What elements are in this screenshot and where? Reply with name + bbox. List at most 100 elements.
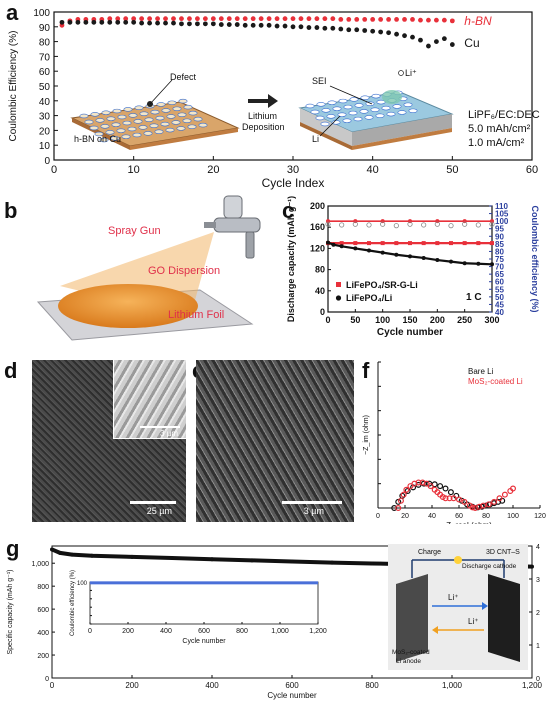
go-dispersion-film	[58, 284, 198, 328]
x-tick-label-c: 150	[402, 315, 417, 325]
x-tick-label-c: 250	[457, 315, 472, 325]
hexagon-cell	[349, 97, 359, 102]
data-point-cu	[434, 39, 439, 44]
data-point-cu	[202, 21, 208, 27]
y2-tick-label-g: 0	[536, 676, 540, 683]
y-tick-label-a: 30	[39, 112, 51, 123]
hexagon-cell	[155, 115, 165, 121]
data-point-f	[442, 495, 449, 502]
legend-hbn: h-BN	[464, 14, 492, 28]
hexagon-cell	[198, 122, 208, 128]
data-point-f	[427, 483, 434, 490]
anode-label-1: MoS₂-coated	[392, 649, 430, 656]
hexagon-cell	[90, 112, 100, 117]
x-tick-label-g: 200	[125, 681, 139, 690]
data-point-hbn	[226, 16, 232, 22]
y2-tick-label-c: 60	[495, 278, 504, 287]
hexagon-cell	[127, 126, 137, 132]
data-point-cu	[139, 20, 145, 26]
chart-c: 0 50 100 150 200 250 3000408012016020040455055…	[286, 196, 540, 338]
hexagon-cell	[348, 110, 358, 116]
hexagon-cell	[381, 105, 391, 111]
hexagon-cell	[89, 125, 99, 131]
data-point-cu	[266, 22, 272, 28]
scale-bar-e	[282, 501, 342, 504]
data-point-hbn	[274, 16, 280, 22]
data-point-cu	[322, 25, 328, 31]
x-tick-label-a: 20	[207, 164, 219, 176]
hexagon-cell	[128, 113, 138, 118]
charge-label: Charge	[418, 549, 441, 556]
data-point-c	[366, 222, 372, 228]
hexagon-cell	[94, 131, 104, 137]
y-tick-label-a: 60	[39, 67, 51, 78]
data-point-f	[485, 501, 492, 508]
data-point-hbn	[378, 17, 384, 22]
inset-x-title: Cycle number	[182, 638, 226, 645]
hexagon-cell	[327, 100, 337, 105]
hexagon-cell	[371, 93, 381, 99]
data-point-cu	[59, 19, 65, 25]
y2-tick-label-g: 1	[536, 643, 540, 650]
data-point-cu	[210, 21, 216, 27]
hexagon-cell	[353, 116, 363, 122]
data-point-hbn	[426, 17, 431, 23]
data-point-cu	[370, 28, 376, 34]
data-point-g	[130, 554, 134, 559]
hexagon-cell	[156, 102, 166, 107]
li-ion-label: Li⁺	[405, 68, 417, 78]
data-point-f	[501, 491, 508, 498]
data-point-f	[437, 483, 444, 490]
cathode-label-1: 3D CNT–S	[486, 549, 520, 556]
data-point-hbn	[187, 16, 192, 22]
legend-marker-li	[335, 295, 342, 301]
data-point-g	[250, 558, 254, 563]
panel-e: e 3 µm	[188, 352, 358, 524]
y-tick-label-c: 120	[310, 243, 325, 253]
hexagon-cell	[332, 106, 342, 111]
data-point-hbn	[107, 16, 113, 22]
data-point-hbn	[402, 17, 407, 22]
data-point-hbn	[234, 16, 240, 22]
data-point-c	[339, 222, 345, 228]
hexagon-cell	[178, 98, 188, 104]
y-axis-title-g: Specific capacity (mAh g⁻¹)	[7, 570, 14, 655]
hexagon-cell	[326, 114, 336, 119]
data-point-c	[421, 222, 427, 228]
data-point-cu	[91, 19, 97, 25]
data-point-cu	[75, 19, 81, 25]
data-point-cu	[218, 22, 224, 27]
data-point-hbn	[338, 17, 344, 22]
hexagon-cell	[359, 109, 369, 114]
data-point-hbn	[298, 16, 304, 22]
data-point-cu	[123, 19, 129, 25]
data-point-cu	[67, 19, 73, 25]
hexagon-cell	[117, 114, 127, 120]
hexagon-cell	[187, 124, 197, 130]
hexagon-cell	[138, 125, 148, 130]
data-point-cu	[338, 26, 344, 32]
data-point-f	[446, 495, 453, 502]
x-tick-label-c: 0	[325, 315, 330, 325]
x-tick-label-a: 40	[367, 164, 379, 176]
y-tick-label-a: 10	[39, 141, 51, 152]
hexagon-cell	[161, 108, 171, 113]
y2-axis-title-c: Coulombic efficiency (%)	[530, 205, 540, 312]
hbn-schematic-inset: Defect SEI Li⁺ h-BN on Cu Lithium Deposi…	[70, 68, 454, 150]
hexagon-cell	[342, 118, 352, 123]
hexagon-cell	[183, 104, 193, 110]
hexagon-cell	[143, 131, 153, 136]
data-point-hbn	[115, 16, 121, 22]
hexagon-cell	[95, 118, 105, 123]
x-tick-label-g: 400	[205, 681, 219, 690]
data-point-f	[455, 496, 462, 503]
data-point-c	[489, 221, 495, 227]
data-point-hbn	[258, 16, 264, 22]
data-point-hbn	[123, 16, 129, 22]
inset-x-tick-label: 0	[88, 628, 92, 635]
x-tick-label-c: 50	[350, 315, 360, 325]
data-point-cu	[234, 22, 240, 27]
data-point-hbn	[179, 16, 184, 22]
y-tick-label-c: 200	[310, 201, 325, 211]
x-tick-label-c: 300	[484, 315, 499, 325]
